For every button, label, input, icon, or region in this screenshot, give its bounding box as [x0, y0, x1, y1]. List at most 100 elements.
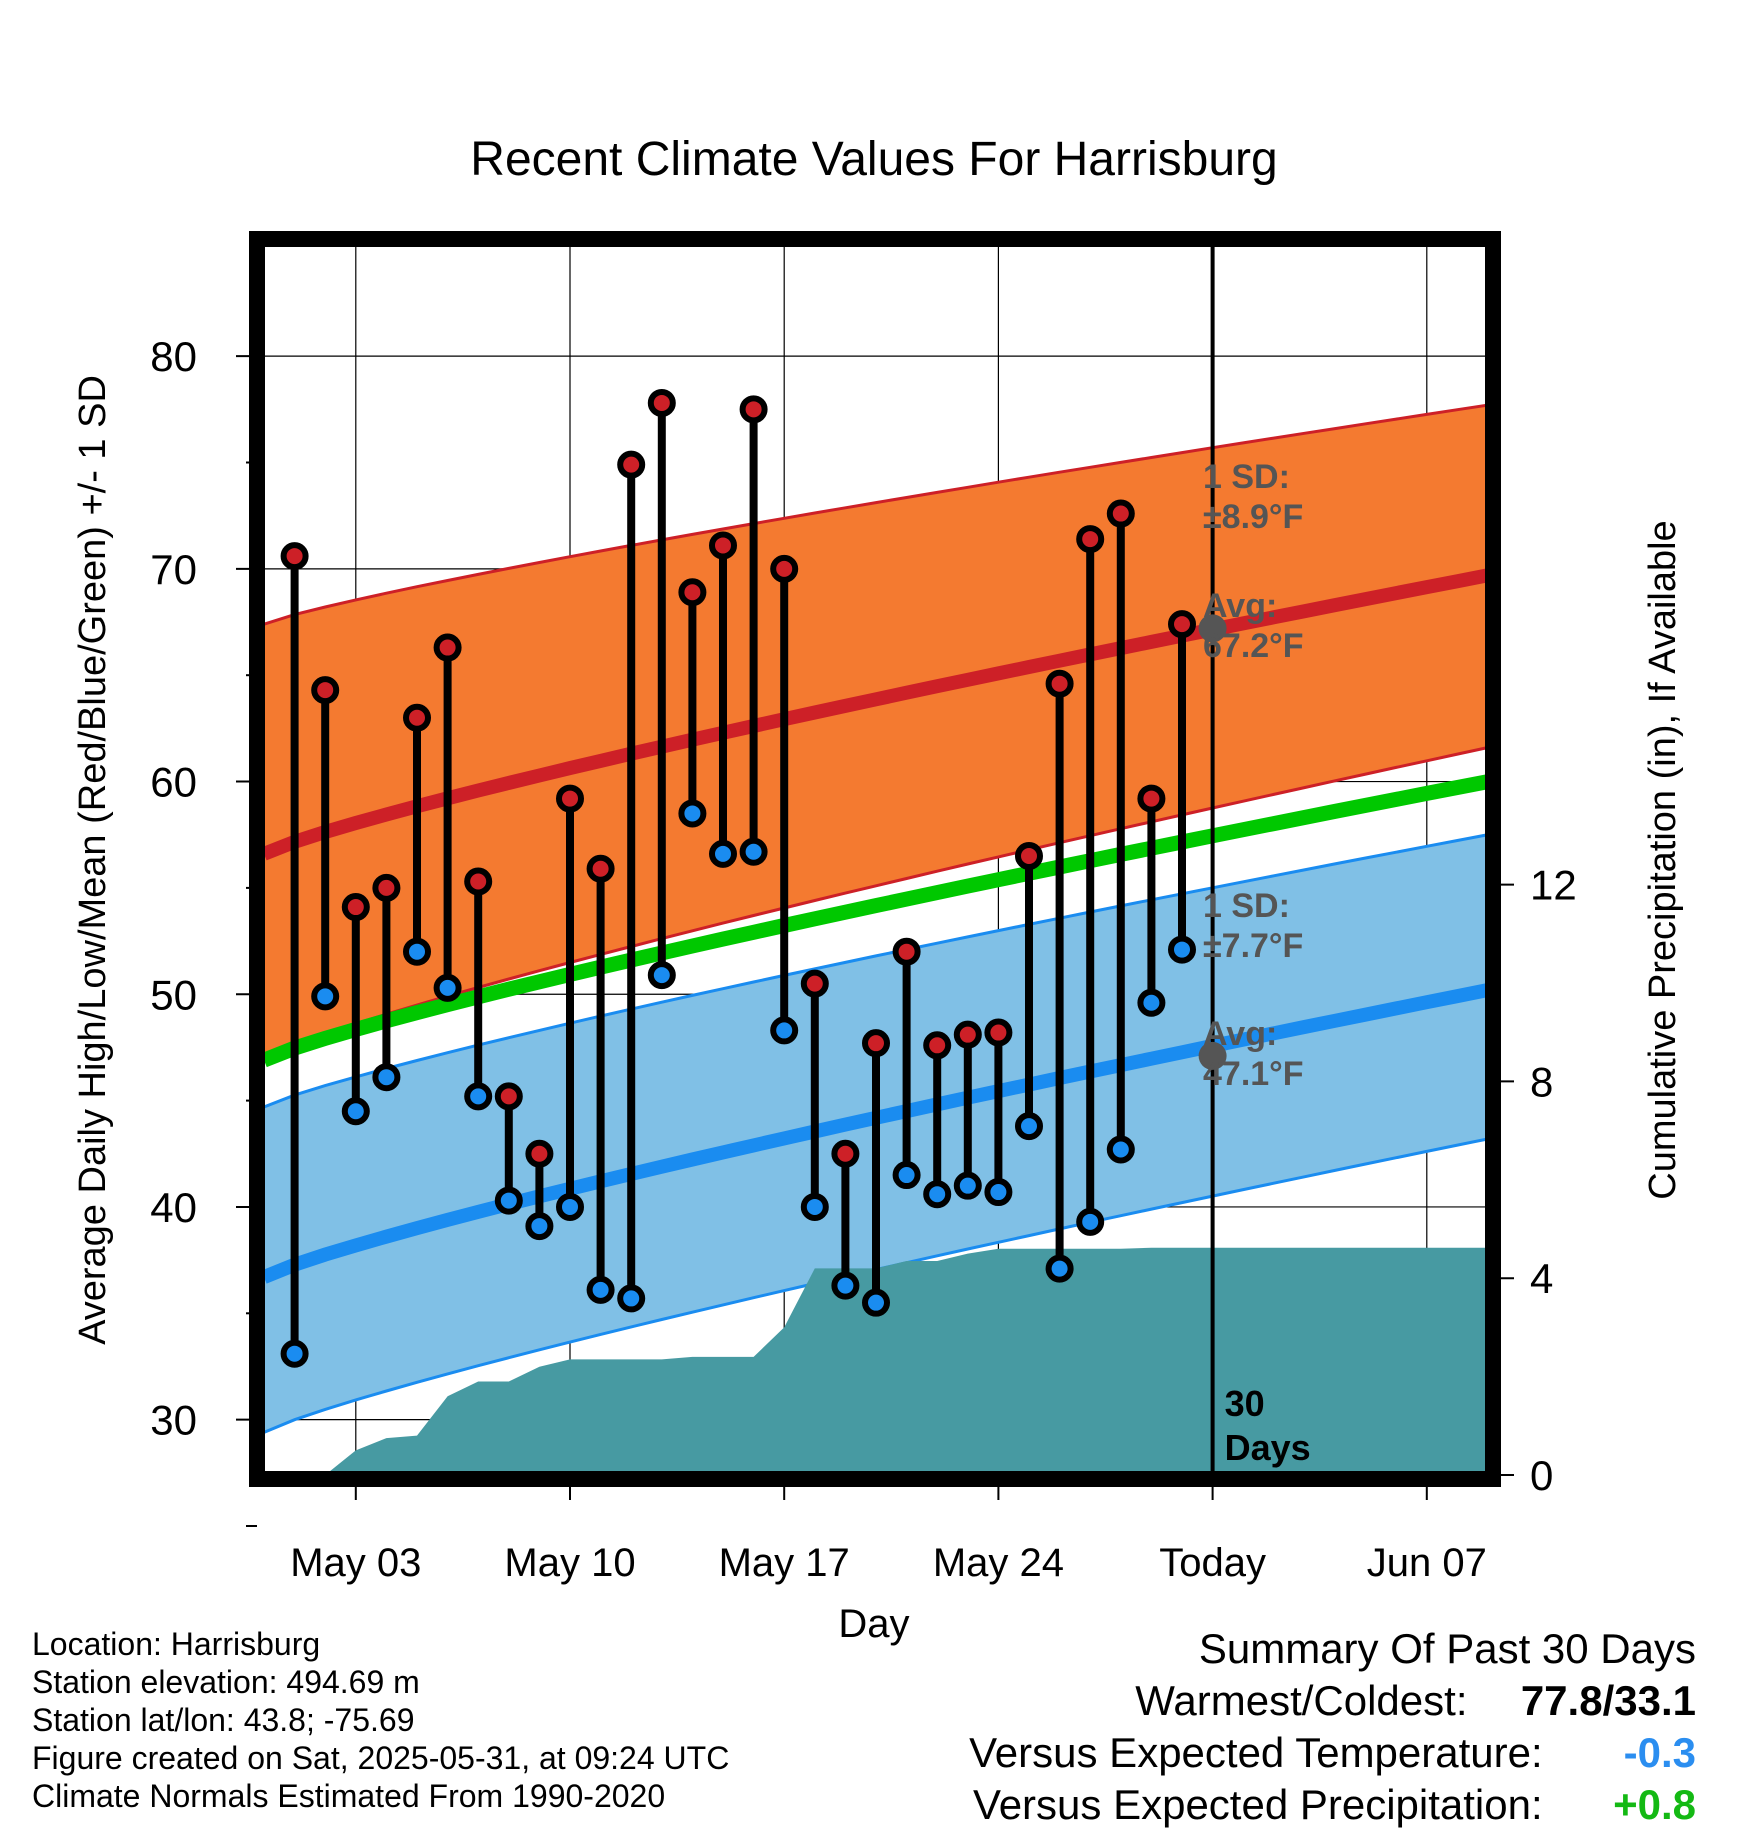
high-point [862, 1029, 890, 1058]
high-point [617, 450, 646, 479]
low-point [341, 1097, 370, 1126]
y-tick-label-left: 50 [150, 971, 197, 1018]
low-point [280, 1339, 309, 1368]
low-point [586, 1275, 615, 1304]
low-point [403, 937, 431, 966]
low-point [1076, 1207, 1105, 1236]
x-tick-label: May 03 [290, 1541, 421, 1585]
y-tick-label-left: 30 [150, 1397, 197, 1444]
low-point [984, 1178, 1013, 1207]
summary-warmest-coldest-label: Warmest/Coldest: [1135, 1677, 1468, 1724]
x-tick-label: Today [1159, 1541, 1266, 1585]
chart-title: Recent Climate Values For Harrisburg [470, 133, 1277, 186]
high-point [770, 554, 799, 583]
low-point [525, 1212, 554, 1241]
high-point [831, 1139, 860, 1168]
y-axis-left-label: Average Daily High/Low/Mean (Red/Blue/Gr… [72, 375, 114, 1345]
precip-area [328, 1247, 1486, 1472]
high-point [800, 969, 829, 998]
summary-temperature-value: -0.3 [1623, 1729, 1696, 1776]
low-point [617, 1284, 646, 1313]
footer-normals: Climate Normals Estimated From 1990-2020 [32, 1778, 666, 1814]
low-point [800, 1192, 829, 1221]
high-point [403, 703, 431, 732]
footer-location: Location: Harrisburg [32, 1626, 321, 1662]
low-point [831, 1271, 860, 1300]
high-point [647, 388, 676, 417]
y-tick-label-right: 8 [1530, 1058, 1553, 1105]
summary-temperature: Versus Expected Temperature: -0.3 [969, 1729, 1696, 1777]
low-point [862, 1288, 890, 1317]
y-tick-label-left: 40 [150, 1184, 197, 1231]
high-point [280, 542, 309, 571]
low-point [1015, 1112, 1043, 1141]
high-point [1045, 669, 1074, 698]
high-avg-label: Avg: [1203, 587, 1277, 625]
today-days-label: 30 [1225, 1383, 1265, 1424]
x-tick-label: May 24 [933, 1541, 1064, 1585]
summary-precipitation-value: +0.8 [1613, 1781, 1696, 1828]
footer-created: Figure created on Sat, 2025-05-31, at 09… [32, 1740, 730, 1776]
plot-frame [249, 231, 1501, 1487]
high-point [678, 578, 707, 607]
high-point [984, 1018, 1013, 1047]
low-point [647, 961, 676, 990]
low-point [311, 982, 340, 1011]
low-sd-label: 1 SD: [1203, 887, 1290, 925]
low-point [678, 799, 707, 828]
today-high-avg-marker [1198, 614, 1227, 643]
y-tick-label-left: 70 [150, 546, 197, 593]
high-point [1015, 841, 1043, 870]
low-avg-label: 47.1°F [1203, 1055, 1304, 1093]
summary-temperature-label: Versus Expected Temperature: [969, 1729, 1543, 1776]
normal-high-line [264, 568, 1486, 861]
high-sd-lower-line [264, 746, 1486, 1060]
x-tick-label: Jun 07 [1367, 1541, 1487, 1585]
high-point [953, 1020, 982, 1049]
low-point [953, 1171, 982, 1200]
high-sd-label: 1 SD: [1203, 458, 1290, 496]
summary-precipitation-label: Versus Expected Precipitation: [973, 1781, 1543, 1828]
y-tick-label-left: 60 [150, 759, 197, 806]
low-point [433, 973, 462, 1002]
high-point [892, 937, 921, 966]
today-low-avg-marker [1198, 1041, 1227, 1070]
low-point [494, 1186, 523, 1215]
low-point [892, 1161, 921, 1190]
footer-latlon: Station lat/lon: 43.8; -75.69 [32, 1702, 415, 1738]
low-point [556, 1192, 584, 1221]
high-point [1168, 610, 1196, 639]
low-point [739, 837, 768, 866]
high-point [923, 1031, 952, 1060]
y-tick-label-right: 12 [1530, 862, 1577, 909]
low-point [1106, 1135, 1135, 1164]
footer-info: Location: Harrisburg Station elevation: … [32, 1625, 729, 1815]
footer-elevation: Station elevation: 494.69 m [32, 1664, 420, 1700]
high-point [525, 1139, 554, 1168]
high-point [739, 395, 768, 424]
high-point [494, 1082, 523, 1111]
high-point [433, 633, 462, 662]
high-point [1137, 784, 1166, 813]
high-sd-upper-line [264, 403, 1486, 626]
low-sd-label: ±7.7°F [1203, 927, 1303, 965]
y-tick-label-right: 0 [1530, 1452, 1553, 1499]
today-days-label: Days [1225, 1427, 1311, 1468]
low-point [1045, 1254, 1074, 1283]
x-tick-label: May 10 [504, 1541, 635, 1585]
low-avg-label: Avg: [1203, 1015, 1277, 1053]
high-point [341, 893, 370, 922]
summary-warmest-coldest: Warmest/Coldest: 77.8/33.1 [1135, 1677, 1696, 1725]
x-tick-label: May 17 [719, 1541, 850, 1585]
low-point [770, 1016, 799, 1045]
high-point [709, 531, 737, 560]
high-point [464, 867, 493, 896]
low-point [1168, 935, 1196, 964]
high-point [556, 784, 584, 813]
low-point [923, 1180, 952, 1209]
y-tick-label-left: 80 [150, 333, 197, 380]
high-point [586, 854, 615, 883]
high-point [372, 873, 401, 902]
high-point [1106, 499, 1135, 528]
